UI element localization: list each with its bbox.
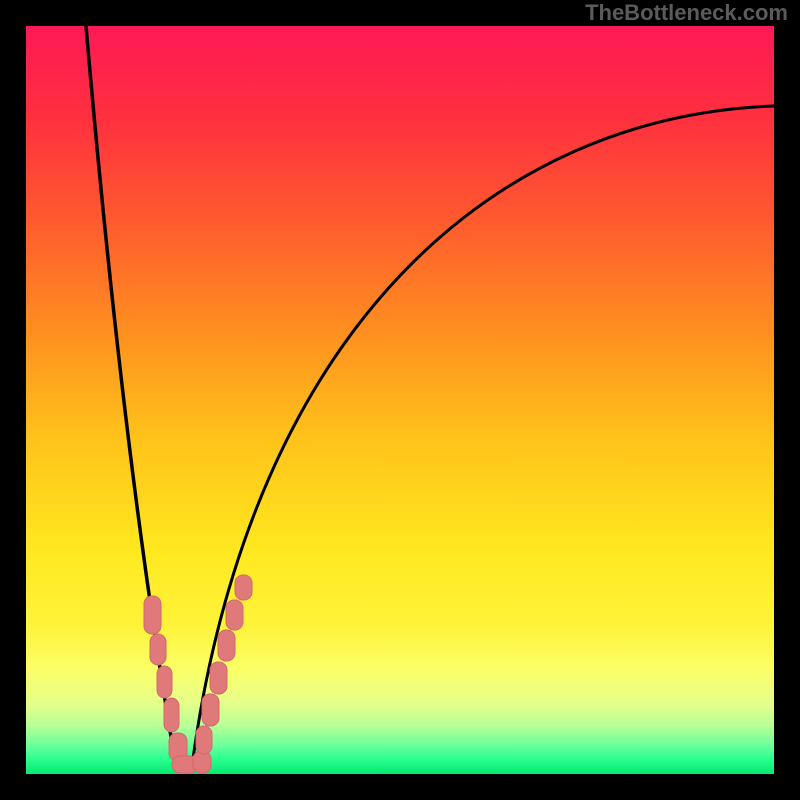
marker-bead bbox=[210, 662, 227, 694]
marker-bead bbox=[193, 751, 211, 773]
marker-bead bbox=[202, 694, 219, 726]
marker-bead bbox=[157, 666, 172, 698]
marker-bead bbox=[196, 726, 212, 754]
marker-bead bbox=[150, 634, 166, 665]
marker-bead bbox=[144, 596, 161, 634]
marker-bead bbox=[218, 630, 235, 661]
gradient-background bbox=[26, 26, 774, 774]
marker-bead bbox=[226, 600, 243, 630]
marker-bead bbox=[235, 575, 252, 600]
outer-frame: TheBottleneck.com bbox=[0, 0, 800, 800]
plot-area bbox=[26, 26, 774, 774]
gradient-chart bbox=[26, 26, 774, 774]
marker-bead bbox=[164, 698, 179, 732]
watermark-text: TheBottleneck.com bbox=[585, 0, 788, 26]
